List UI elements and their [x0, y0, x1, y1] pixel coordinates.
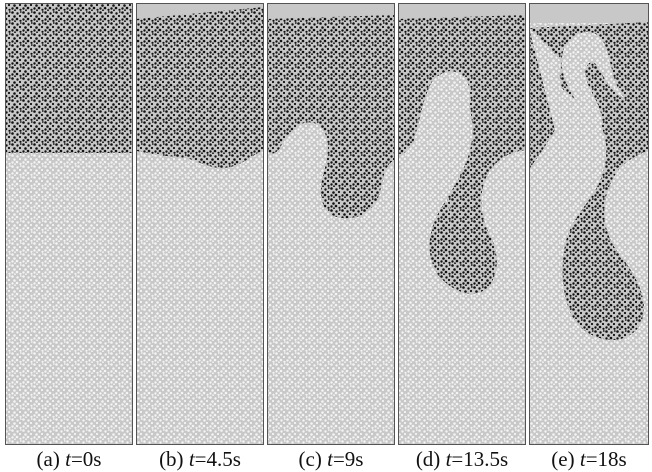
- caption-c: (c) t=9s: [267, 447, 395, 471]
- panel-a-border: [5, 3, 133, 445]
- caption-b-var: t: [188, 447, 195, 471]
- caption-a: (a) t=0s: [5, 447, 133, 471]
- panel-b: [136, 3, 264, 445]
- panel-e-heavy-fluid: [529, 22, 649, 340]
- caption-d-value: =13.5s: [451, 447, 509, 471]
- panel-e: [529, 3, 649, 445]
- caption-c-label: (c): [298, 447, 328, 471]
- panel-d-top-gap: [398, 3, 526, 19]
- caption-b: (b) t=4.5s: [136, 447, 264, 471]
- panel-b-heavy-fluid: [136, 7, 264, 168]
- panel-e-top-gap: [529, 3, 649, 23]
- panel-c-heavy-fluid: [267, 15, 395, 219]
- panel-c-border: [267, 3, 395, 445]
- caption-a-value: =0s: [70, 447, 102, 471]
- caption-e-value: =18s: [585, 447, 627, 471]
- caption-d: (d) t=13.5s: [398, 447, 526, 471]
- simulation-panels: [5, 3, 649, 445]
- panel-e-border: [529, 3, 649, 445]
- caption-e-var: t: [579, 447, 586, 471]
- panel-e-light-finger: [561, 31, 625, 226]
- caption-a-label: (a): [36, 447, 66, 471]
- caption-c-value: =9s: [332, 447, 364, 471]
- panel-c: [267, 3, 395, 445]
- panel-d-heavy-fluid: [398, 15, 526, 294]
- panel-b-border: [136, 3, 264, 445]
- caption-e-label: (e): [551, 447, 580, 471]
- panel-d-light-finger: [433, 71, 471, 212]
- caption-e: (e) t=18s: [529, 447, 649, 471]
- panel-a-heavy-fluid: [5, 3, 133, 153]
- caption-b-value: =4.5s: [194, 447, 241, 471]
- caption-d-label: (d): [415, 447, 446, 471]
- panel-c-top-gap: [267, 3, 395, 19]
- caption-a-var: t: [65, 447, 71, 471]
- caption-d-var: t: [445, 447, 452, 471]
- panel-d: [398, 3, 526, 445]
- caption-b-label: (b): [159, 447, 189, 471]
- caption-c-var: t: [327, 447, 333, 471]
- panel-a: [5, 3, 133, 445]
- panel-d-border: [398, 3, 526, 445]
